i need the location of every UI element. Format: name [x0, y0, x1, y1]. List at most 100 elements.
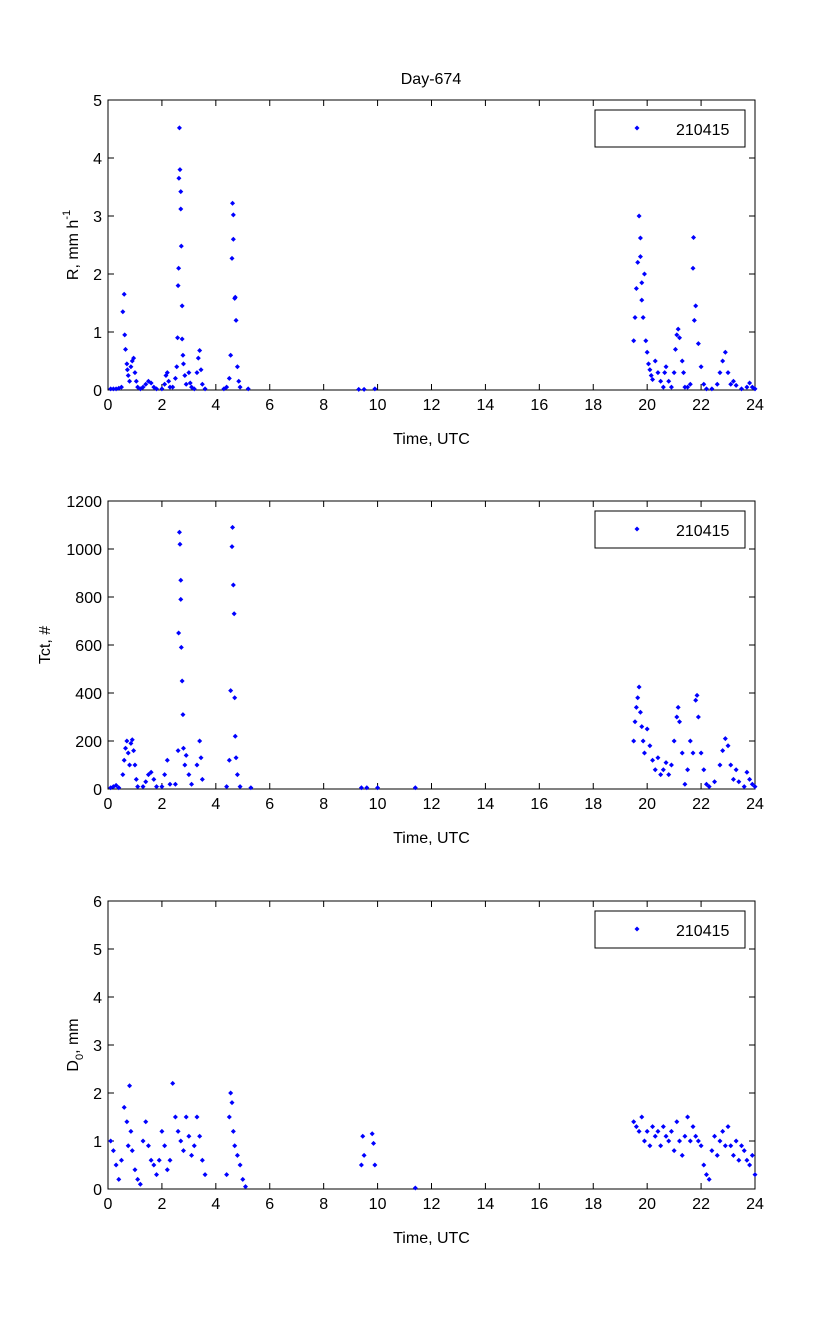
data-point [120, 772, 126, 778]
data-point [633, 286, 639, 291]
data-point [728, 762, 734, 768]
y-tick-label: 1000 [66, 542, 102, 559]
data-point [690, 1124, 696, 1130]
data-point [694, 692, 700, 698]
data-point [174, 364, 180, 370]
data-point [730, 1152, 736, 1158]
data-point [229, 544, 235, 550]
data-point [714, 1152, 720, 1158]
data-point [369, 1131, 375, 1137]
x-tick-label: 12 [423, 1196, 441, 1213]
legend-label: 210415 [676, 923, 729, 940]
data-point [747, 776, 753, 782]
data-point [663, 1133, 669, 1139]
data-point [121, 1104, 127, 1110]
data-point [668, 384, 674, 390]
data-point [224, 1172, 230, 1178]
data-point [733, 767, 739, 773]
data-point [677, 335, 683, 341]
legend: 210415 [594, 510, 746, 549]
data-point [170, 384, 176, 390]
data-point [129, 737, 135, 743]
data-point [674, 1119, 680, 1125]
data-point [242, 1184, 248, 1190]
data-point [632, 719, 638, 725]
data-point [722, 736, 728, 742]
data-point [224, 784, 230, 790]
x-tick-label: 0 [104, 1196, 113, 1213]
data-point [752, 1172, 758, 1178]
data-point [180, 745, 186, 751]
data-point [685, 384, 691, 390]
data-point [360, 1133, 366, 1139]
data-point [116, 785, 122, 791]
data-point [730, 776, 736, 782]
data-point [151, 776, 157, 782]
x-tick-label: 20 [638, 397, 656, 414]
data-point [230, 582, 236, 588]
data-point [655, 370, 661, 376]
data-point [682, 781, 688, 787]
data-point [178, 596, 184, 602]
data-point [175, 283, 181, 289]
data-point [132, 1167, 138, 1173]
x-tick-label: 24 [746, 397, 764, 414]
data-point [650, 377, 656, 383]
data-point [752, 386, 758, 392]
data-point [712, 779, 718, 785]
data-point [133, 378, 139, 384]
x-tick-label: 18 [584, 796, 602, 813]
y-tick-label: 0 [93, 1182, 102, 1199]
data-point [228, 352, 234, 358]
data-point [237, 784, 243, 790]
data-point [180, 1148, 186, 1154]
data-point [658, 378, 664, 384]
data-point [124, 738, 130, 744]
data-point [717, 762, 723, 768]
data-point [650, 1124, 656, 1130]
data-point [232, 294, 238, 300]
data-point [124, 367, 130, 373]
data-point [180, 352, 186, 358]
data-point [698, 364, 704, 370]
data-point [641, 271, 647, 277]
data-point [690, 750, 696, 756]
data-point [226, 1114, 232, 1120]
x-tick-label: 4 [211, 397, 220, 414]
x-tick-label: 2 [157, 397, 166, 414]
y-axis-label-sup: -1 [61, 210, 73, 220]
data-point [162, 772, 168, 778]
data-point [356, 386, 362, 392]
data-point [175, 335, 181, 341]
x-tick-label: 16 [530, 1196, 548, 1213]
data-point [145, 1143, 151, 1149]
data-point [741, 784, 747, 790]
data-point [717, 1138, 723, 1144]
data-point [641, 1138, 647, 1144]
data-point [183, 381, 189, 387]
x-tick-label: 10 [369, 796, 387, 813]
data-point [127, 1083, 133, 1089]
data-point [739, 1143, 745, 1149]
x-tick-label: 16 [530, 397, 548, 414]
data-point [663, 760, 669, 766]
x-tick-label: 24 [746, 1196, 764, 1213]
data-point [744, 1157, 750, 1163]
data-point [644, 726, 650, 732]
data-point [140, 384, 146, 390]
x-tick-label: 4 [211, 796, 220, 813]
data-point [675, 704, 681, 710]
data-point [176, 630, 182, 636]
data-point [633, 704, 639, 710]
data-point [701, 767, 707, 773]
y-axis-label-suffix: , mm [65, 1018, 82, 1054]
data-point [240, 1176, 246, 1182]
data-point [361, 1152, 367, 1158]
data-point [733, 1138, 739, 1144]
plot-area [107, 500, 756, 790]
x-tick-label: 14 [477, 796, 495, 813]
legend: 210415 [594, 910, 746, 949]
data-point [164, 757, 170, 763]
y-tick-label: 0 [93, 383, 102, 400]
